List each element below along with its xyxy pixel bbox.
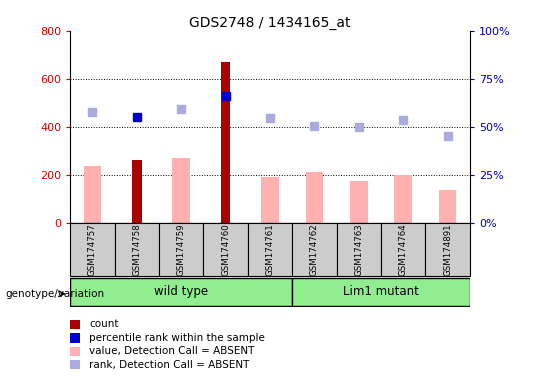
Bar [438, 190, 456, 223]
Bar [261, 177, 279, 223]
Text: GSM174757: GSM174757 [88, 223, 97, 276]
Bar [204, 223, 248, 276]
Text: GSM174763: GSM174763 [354, 223, 363, 276]
Text: GSM174758: GSM174758 [132, 223, 141, 276]
Bar [426, 223, 470, 276]
Text: percentile rank within the sample: percentile rank within the sample [89, 333, 265, 343]
Text: GSM174759: GSM174759 [177, 223, 186, 276]
Text: count: count [89, 319, 119, 329]
Bar [350, 181, 368, 223]
Title: GDS2748 / 1434165_at: GDS2748 / 1434165_at [189, 16, 351, 30]
Bar [336, 223, 381, 276]
Bar [114, 223, 159, 276]
Bar [292, 223, 336, 276]
Text: Lim1 mutant: Lim1 mutant [343, 285, 419, 298]
Bar [306, 172, 323, 223]
Text: GSM174761: GSM174761 [266, 223, 274, 276]
Bar [159, 223, 204, 276]
Bar [70, 223, 114, 276]
Bar [172, 158, 190, 223]
Text: genotype/variation: genotype/variation [5, 289, 105, 299]
Text: GSM174762: GSM174762 [310, 223, 319, 276]
Bar [248, 223, 292, 276]
Text: wild type: wild type [154, 285, 208, 298]
Bar [84, 166, 102, 223]
Text: rank, Detection Call = ABSENT: rank, Detection Call = ABSENT [89, 360, 249, 370]
Bar [394, 175, 412, 223]
Bar [70, 278, 292, 306]
Text: value, Detection Call = ABSENT: value, Detection Call = ABSENT [89, 346, 254, 356]
Text: GSM174891: GSM174891 [443, 223, 452, 276]
Bar [292, 278, 470, 306]
Bar [132, 161, 141, 223]
Bar [381, 223, 426, 276]
Bar [221, 62, 231, 223]
Text: GSM174760: GSM174760 [221, 223, 230, 276]
Text: GSM174764: GSM174764 [399, 223, 408, 276]
